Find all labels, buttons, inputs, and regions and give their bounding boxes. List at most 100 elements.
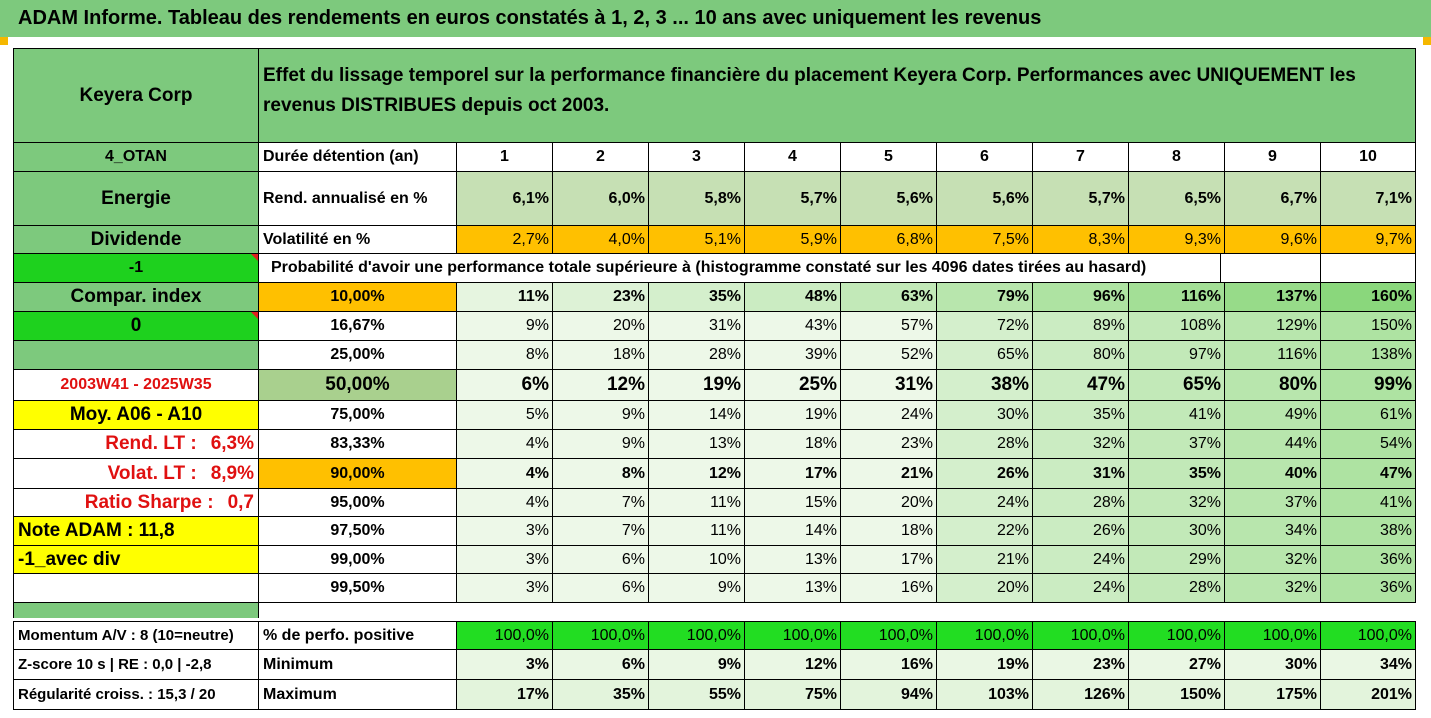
vol-value-10: 9,7% [1321,226,1416,254]
sharpe-ratio-label: Ratio Sharpe : [84,491,214,513]
duree-label: Durée détention (an) [259,143,457,172]
probability-caption: Probabilité d'avoir une performance tota… [259,254,1221,283]
sharpe-ratio: Ratio Sharpe : 0,7 [13,489,259,517]
probability-value-4: 39% [745,341,841,370]
probability-value-7: 80% [1033,341,1129,370]
probability-value-9: 37% [1225,489,1321,517]
minimum-value-5: 16% [841,650,937,680]
probability-value-2: 23% [553,283,649,312]
probability-value-2: 20% [553,312,649,341]
empty-label [13,574,259,603]
probability-value-5: 63% [841,283,937,312]
vol-value-2: 4,0% [553,226,649,254]
rend-value-8: 6,5% [1129,172,1225,226]
probability-value-2: 9% [553,401,649,430]
sector-label: Energie [13,172,259,226]
probability-value-6: 21% [937,546,1033,574]
probability-value-4: 19% [745,401,841,430]
note-label: Note ADAM : 11,8 [13,517,259,546]
year-header-9: 9 [1225,143,1321,172]
code-label: 4_OTAN [13,143,259,172]
probability-value-1: 3% [457,546,553,574]
maximum-value-1: 17% [457,680,553,710]
year-header-1: 1 [457,143,553,172]
probability-value-1: 4% [457,459,553,489]
probability-value-7: 96% [1033,283,1129,312]
probability-value-9: 49% [1225,401,1321,430]
probability-value-9: 34% [1225,517,1321,546]
maximum-value-5: 94% [841,680,937,710]
probability-value-5: 24% [841,401,937,430]
probability-value-5: 31% [841,370,937,401]
rend-value-6: 5,6% [937,172,1033,226]
probability-value-2: 9% [553,430,649,459]
empty-cell [1321,254,1416,283]
probability-value-10: 61% [1321,401,1416,430]
year-header-4: 4 [745,143,841,172]
probability-value-5: 16% [841,574,937,603]
probability-value-6: 20% [937,574,1033,603]
year-header-7: 7 [1033,143,1129,172]
empty-cell [1221,254,1321,283]
minimum-value-9: 30% [1225,650,1321,680]
probability-threshold: 95,00% [259,489,457,517]
corner-marker-right [1423,37,1431,45]
rend-value-1: 6,1% [457,172,553,226]
probability-value-5: 57% [841,312,937,341]
probability-value-3: 13% [649,430,745,459]
probability-value-7: 26% [1033,517,1129,546]
probability-value-6: 65% [937,341,1033,370]
probability-value-8: 116% [1129,283,1225,312]
year-header-8: 8 [1129,143,1225,172]
vol-value-3: 5,1% [649,226,745,254]
probability-value-9: 32% [1225,546,1321,574]
comment-flag [251,254,258,261]
corner-marker-left [0,37,8,45]
perf-pos-value-7: 100,0% [1033,621,1129,650]
probability-value-3: 11% [649,489,745,517]
probability-value-1: 3% [457,517,553,546]
probability-value-8: 35% [1129,459,1225,489]
probability-value-8: 37% [1129,430,1225,459]
probability-value-6: 24% [937,489,1033,517]
probability-value-5: 20% [841,489,937,517]
probability-value-2: 18% [553,341,649,370]
year-header-5: 5 [841,143,937,172]
probability-threshold: 25,00% [259,341,457,370]
probability-value-6: 26% [937,459,1033,489]
year-header-2: 2 [553,143,649,172]
perf-pos-value-5: 100,0% [841,621,937,650]
probability-value-10: 36% [1321,574,1416,603]
probability-value-3: 35% [649,283,745,312]
probability-value-3: 11% [649,517,745,546]
maximum-left-label: Régularité croiss. : 15,3 / 20 [13,680,259,710]
probability-value-6: 28% [937,430,1033,459]
volat-lt: Volat. LT : 8,9% [13,459,259,489]
probability-value-9: 116% [1225,341,1321,370]
minus-one-label: -1 [13,254,259,283]
perf-pos-value-9: 100,0% [1225,621,1321,650]
description: Effet du lissage temporel sur la perform… [259,48,1416,143]
sharpe-ratio-value: 0,7 [227,491,254,513]
spacer-cell [13,603,259,618]
probability-value-7: 35% [1033,401,1129,430]
probability-value-7: 28% [1033,489,1129,517]
probability-value-9: 40% [1225,459,1321,489]
probability-value-8: 30% [1129,517,1225,546]
empty-label [13,341,259,370]
probability-value-1: 6% [457,370,553,401]
probability-value-10: 160% [1321,283,1416,312]
probability-value-10: 99% [1321,370,1416,401]
probability-value-9: 137% [1225,283,1321,312]
probability-value-3: 12% [649,459,745,489]
probability-value-9: 80% [1225,370,1321,401]
volat-lt-label: Volat. LT : [107,462,197,484]
minimum-row-label: Minimum [259,650,457,680]
probability-value-4: 14% [745,517,841,546]
rend-lt-value: 6,3% [210,433,254,454]
perf-pos-value-8: 100,0% [1129,621,1225,650]
minimum-value-10: 34% [1321,650,1416,680]
report-title: ADAM Informe. Tableau des rendements en … [0,0,1431,37]
probability-value-9: 44% [1225,430,1321,459]
